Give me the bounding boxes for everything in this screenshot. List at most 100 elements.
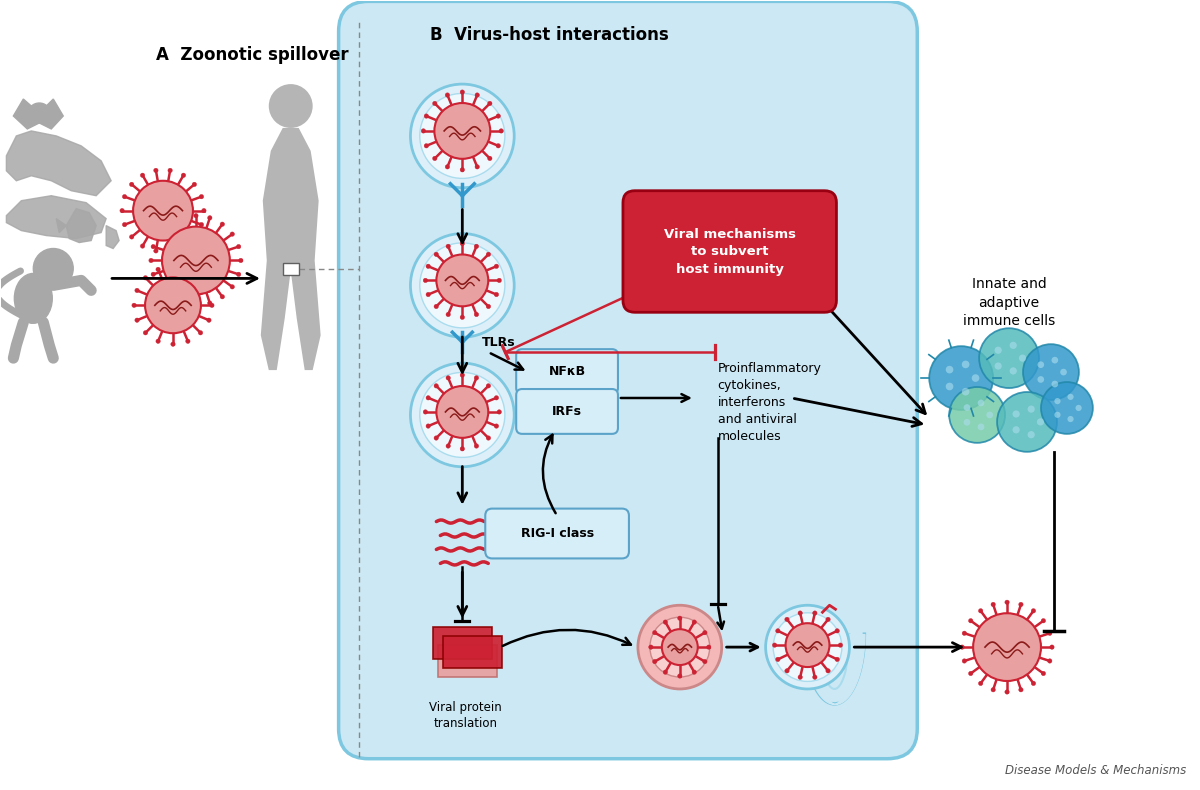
Circle shape (143, 276, 148, 280)
Circle shape (1031, 681, 1036, 686)
Circle shape (130, 235, 134, 239)
Circle shape (180, 301, 185, 305)
Circle shape (692, 620, 696, 624)
Circle shape (1055, 412, 1061, 418)
FancyBboxPatch shape (443, 636, 503, 668)
Circle shape (826, 668, 830, 673)
Circle shape (1024, 344, 1079, 400)
Circle shape (269, 84, 313, 128)
Circle shape (154, 249, 158, 253)
Polygon shape (66, 209, 96, 243)
Circle shape (460, 90, 464, 94)
Ellipse shape (14, 273, 53, 323)
Circle shape (208, 216, 212, 220)
Circle shape (1009, 367, 1016, 374)
Circle shape (991, 602, 995, 607)
Circle shape (239, 258, 244, 262)
Circle shape (446, 376, 450, 380)
Circle shape (420, 372, 505, 457)
Circle shape (494, 424, 499, 428)
Circle shape (1027, 431, 1034, 438)
Circle shape (424, 410, 427, 414)
Circle shape (497, 410, 502, 414)
Circle shape (486, 436, 491, 440)
Circle shape (192, 182, 197, 186)
Circle shape (1042, 672, 1045, 675)
Circle shape (198, 276, 203, 280)
Circle shape (206, 288, 211, 292)
Circle shape (445, 164, 450, 169)
Text: IRFs: IRFs (552, 405, 582, 418)
Circle shape (181, 173, 186, 178)
Circle shape (445, 93, 450, 97)
Circle shape (1009, 342, 1016, 349)
Circle shape (997, 392, 1057, 452)
Circle shape (475, 93, 480, 97)
Circle shape (220, 222, 224, 227)
Circle shape (775, 657, 780, 661)
Circle shape (786, 623, 829, 667)
Circle shape (1068, 393, 1074, 400)
Circle shape (1031, 608, 1036, 613)
Circle shape (486, 384, 491, 388)
Circle shape (181, 244, 186, 248)
Circle shape (208, 301, 212, 305)
FancyBboxPatch shape (433, 627, 492, 659)
Circle shape (1055, 398, 1061, 404)
Text: Disease Models & Mechanisms: Disease Models & Mechanisms (1006, 764, 1187, 777)
FancyBboxPatch shape (516, 389, 618, 434)
Circle shape (34, 249, 73, 288)
Circle shape (474, 376, 479, 380)
FancyBboxPatch shape (438, 645, 497, 677)
Circle shape (168, 249, 173, 253)
Circle shape (133, 181, 193, 240)
Circle shape (168, 168, 173, 172)
Circle shape (946, 382, 953, 390)
Circle shape (134, 318, 139, 322)
Text: NFκB: NFκB (548, 365, 586, 378)
Circle shape (140, 173, 145, 178)
Circle shape (424, 144, 428, 148)
Circle shape (978, 400, 984, 406)
Circle shape (961, 360, 970, 368)
Circle shape (236, 244, 241, 249)
Circle shape (995, 347, 1002, 354)
Circle shape (156, 339, 161, 344)
Circle shape (707, 645, 710, 649)
Text: RIG-I class: RIG-I class (521, 527, 594, 540)
Text: A  Zoonotic spillover: A Zoonotic spillover (156, 47, 349, 64)
Circle shape (162, 227, 230, 295)
Circle shape (798, 675, 803, 679)
Circle shape (170, 342, 175, 346)
Circle shape (773, 613, 842, 682)
Circle shape (968, 672, 973, 675)
Circle shape (979, 328, 1039, 388)
Circle shape (410, 84, 514, 188)
Circle shape (1038, 376, 1044, 383)
Circle shape (1060, 369, 1067, 375)
Circle shape (964, 419, 971, 426)
Circle shape (167, 222, 172, 227)
Circle shape (202, 209, 206, 213)
Circle shape (122, 223, 127, 227)
Circle shape (962, 631, 966, 635)
Circle shape (1037, 419, 1044, 426)
Circle shape (678, 674, 682, 678)
Circle shape (437, 386, 488, 438)
Circle shape (973, 613, 1040, 681)
Circle shape (122, 194, 127, 199)
Circle shape (650, 617, 709, 677)
Circle shape (494, 264, 499, 269)
Ellipse shape (29, 103, 50, 123)
Circle shape (474, 444, 479, 448)
Circle shape (960, 645, 965, 649)
Circle shape (1019, 355, 1026, 362)
Circle shape (494, 292, 499, 297)
Circle shape (193, 213, 198, 218)
Circle shape (210, 303, 214, 307)
Text: Viral protein
translation: Viral protein translation (428, 701, 502, 731)
Circle shape (812, 675, 817, 679)
Circle shape (978, 423, 984, 431)
Circle shape (775, 629, 780, 633)
Circle shape (434, 252, 438, 257)
